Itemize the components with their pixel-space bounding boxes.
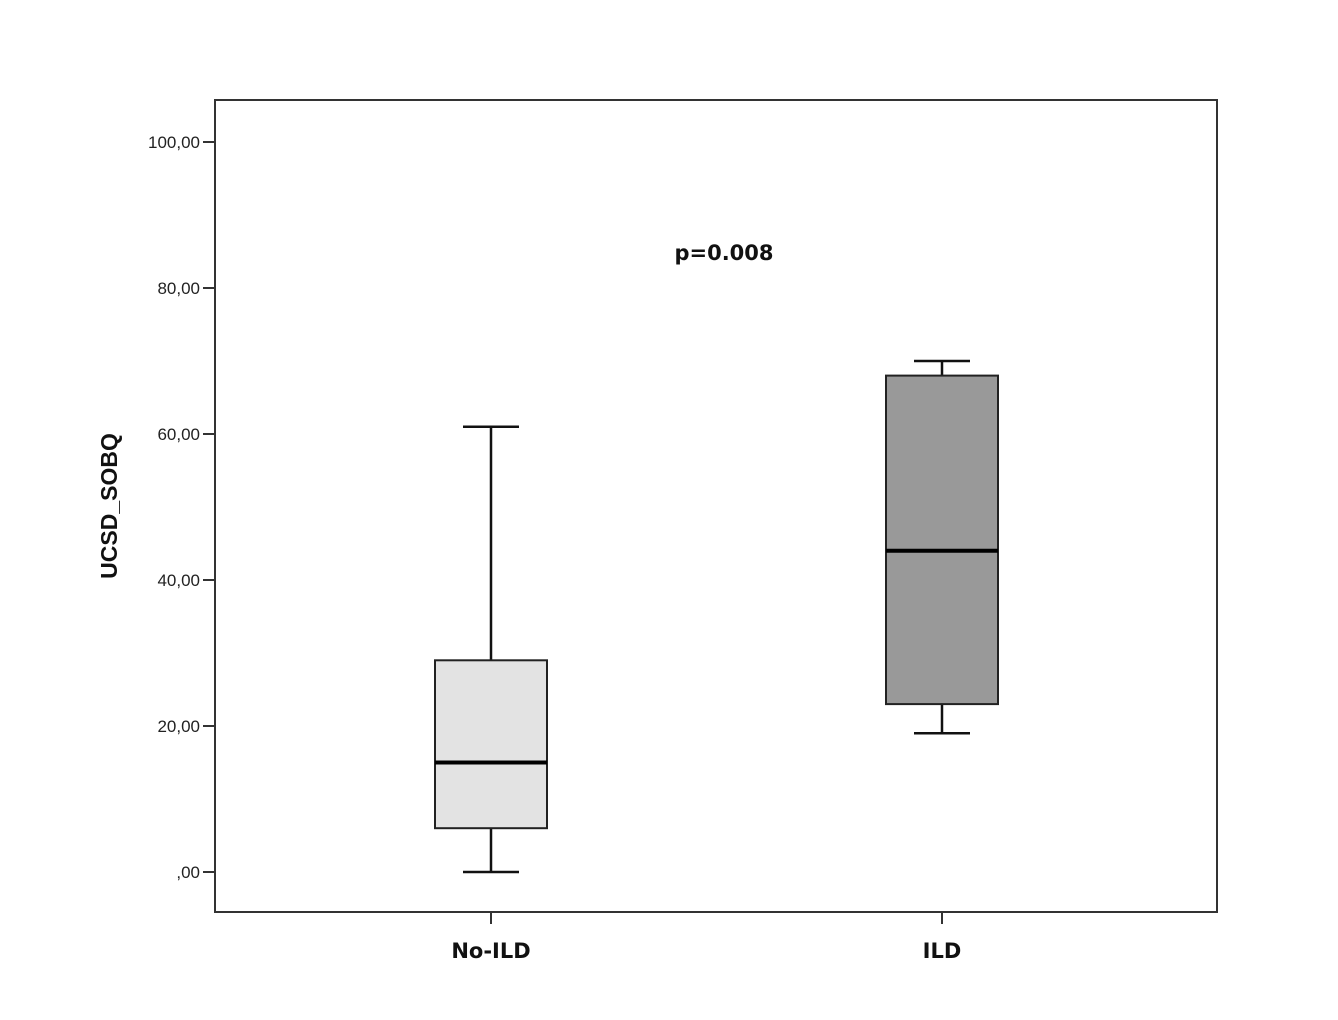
x-axis: No-ILD ILD — [451, 912, 961, 963]
box-no-ild — [434, 425, 548, 874]
y-tick-label: 80,00 — [157, 279, 200, 298]
y-axis: ,00 20,00 40,00 60,00 80,00 100,00 — [148, 133, 215, 882]
x-tick-label: ILD — [923, 939, 962, 963]
box-ild — [885, 359, 999, 735]
boxes — [434, 359, 999, 874]
p-value-annotation: p=0.008 — [674, 241, 773, 265]
x-tick-label: No-ILD — [451, 939, 530, 963]
iqr-box — [885, 374, 999, 706]
iqr-box — [434, 659, 548, 830]
y-tick-label: ,00 — [176, 863, 200, 882]
plot-frame — [214, 99, 1218, 913]
y-tick-label: 20,00 — [157, 717, 200, 736]
y-tick-label: 100,00 — [148, 133, 200, 152]
y-tick-label: 60,00 — [157, 425, 200, 444]
y-tick-label: 40,00 — [157, 571, 200, 590]
y-axis-label: UCSD_SOBQ — [96, 433, 122, 579]
